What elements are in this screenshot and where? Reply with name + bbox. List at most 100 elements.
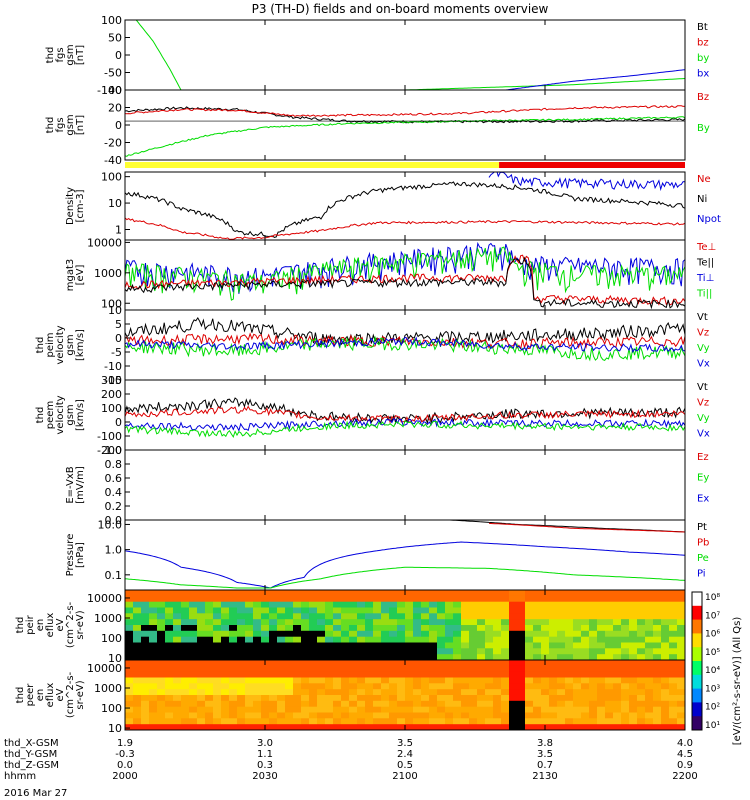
spectrogram-cell [357, 706, 366, 714]
spectrogram-cell [157, 683, 166, 690]
spectrogram-cell [429, 700, 438, 708]
spectrogram-cell [565, 671, 574, 679]
y-axis-label: thd [35, 407, 46, 424]
spectrogram-cell [181, 724, 190, 730]
spectrogram-cell [485, 601, 494, 609]
spectrogram-cell [493, 683, 502, 690]
y-axis-label: (cm^2-s- [65, 671, 76, 718]
spectrogram-cell [165, 724, 174, 730]
spectrogram-cell [133, 724, 142, 730]
spectrogram-cell [325, 671, 334, 679]
spectrogram-cell [397, 601, 406, 609]
spectrogram-cell [525, 695, 534, 702]
spectrogram-cell [229, 671, 238, 679]
spectrogram-cell [213, 648, 222, 655]
spectrogram-cell [637, 607, 646, 614]
spectrogram-cell [669, 595, 678, 603]
spectrogram-cell [405, 689, 414, 696]
spectrogram-cell [645, 706, 654, 714]
spectrogram-cell [629, 724, 638, 730]
y-axis-label: en [35, 619, 46, 632]
spectrogram-cell [549, 619, 558, 626]
spectrogram-cell [165, 613, 174, 620]
spectrogram-cell [445, 630, 454, 638]
spectrogram-cell [429, 619, 438, 626]
spectrogram-cell [533, 660, 542, 667]
spectrogram-cell [533, 689, 542, 696]
spectrogram-cell [645, 625, 654, 632]
y-tick-label: -10 [104, 360, 122, 373]
spectrogram-cell [157, 724, 166, 730]
spectrogram-cell [573, 619, 582, 626]
spectrogram-cell [277, 700, 286, 708]
spectrogram-cell [557, 712, 566, 719]
spectrogram-cell [349, 595, 358, 603]
legend-entry: Pe [697, 553, 709, 564]
spectrogram-cell [453, 613, 462, 620]
spectrogram-cell [613, 689, 622, 696]
spectrogram-cell [333, 619, 342, 626]
spectrogram-cell [309, 689, 318, 696]
spectrogram-cell [669, 654, 678, 660]
spectrogram-cell [565, 665, 574, 673]
y-axis-label: fgs [55, 47, 66, 62]
spectrogram-cell [589, 718, 598, 725]
spectrogram-cell [317, 595, 326, 603]
spectrogram-cell [461, 665, 470, 673]
spectrogram-cell [165, 718, 174, 725]
ephemeris-value: 0.0 [117, 760, 133, 771]
spectrogram-cell [589, 700, 598, 708]
spectrogram-cell [517, 718, 526, 725]
spectrogram-cell [637, 712, 646, 719]
spectrogram-cell [605, 648, 614, 655]
spectrogram-cell [213, 671, 222, 679]
colorbar-tick-label: 10² [705, 703, 720, 713]
spectrogram-cell [253, 619, 262, 626]
spectrogram-cell [661, 648, 670, 655]
spectrogram-cell [141, 671, 150, 679]
spectrogram-cell [557, 677, 566, 684]
spectrogram-cell [341, 671, 350, 679]
spectrogram-cell [149, 636, 158, 644]
spectrogram-cell [157, 613, 166, 620]
spectrogram-cell [213, 636, 222, 644]
y-tick-label: 100 [101, 702, 122, 715]
spectrogram-cell [605, 718, 614, 725]
spectrogram-cell [605, 677, 614, 684]
spectrogram-cell [277, 619, 286, 626]
y-tick-label: 10000 [87, 662, 122, 675]
spectrogram-cell [125, 590, 134, 597]
spectrogram-cell [613, 677, 622, 684]
spectrogram-cell [157, 689, 166, 696]
spectrogram-cell [325, 595, 334, 603]
spectrogram-cell [517, 724, 526, 730]
spectrogram-cell [221, 601, 230, 609]
spectrogram-cell [613, 607, 622, 614]
y-axis-label: thd [15, 687, 26, 704]
spectrogram-cell [245, 695, 254, 702]
spectrogram-cell [165, 706, 174, 714]
spectrogram-cell [549, 630, 558, 638]
spectrogram-cell [157, 601, 166, 609]
spectrogram-cell [213, 619, 222, 626]
series-line-Pb [488, 522, 685, 533]
spectrogram-cell [245, 665, 254, 673]
series-group-density [125, 172, 685, 240]
spectrogram-cell [453, 630, 462, 638]
spectrogram-cell [357, 671, 366, 679]
spectrogram-cell [437, 613, 446, 620]
spectrogram-cell [197, 689, 206, 696]
legend-entry: Vy [697, 413, 710, 424]
spectrogram-cell [365, 665, 374, 673]
spectrogram-cell [325, 619, 334, 626]
spectrogram-cell [181, 660, 190, 667]
spectrogram-cell [213, 654, 222, 660]
spectrogram-cell [453, 595, 462, 603]
spectrogram-cell [245, 689, 254, 696]
spectrogram-cell [621, 613, 630, 620]
spectrogram-cell [237, 619, 246, 626]
spectrogram-cell [285, 706, 294, 714]
spectrogram-cell [181, 619, 190, 626]
spectrogram-cell [213, 613, 222, 620]
